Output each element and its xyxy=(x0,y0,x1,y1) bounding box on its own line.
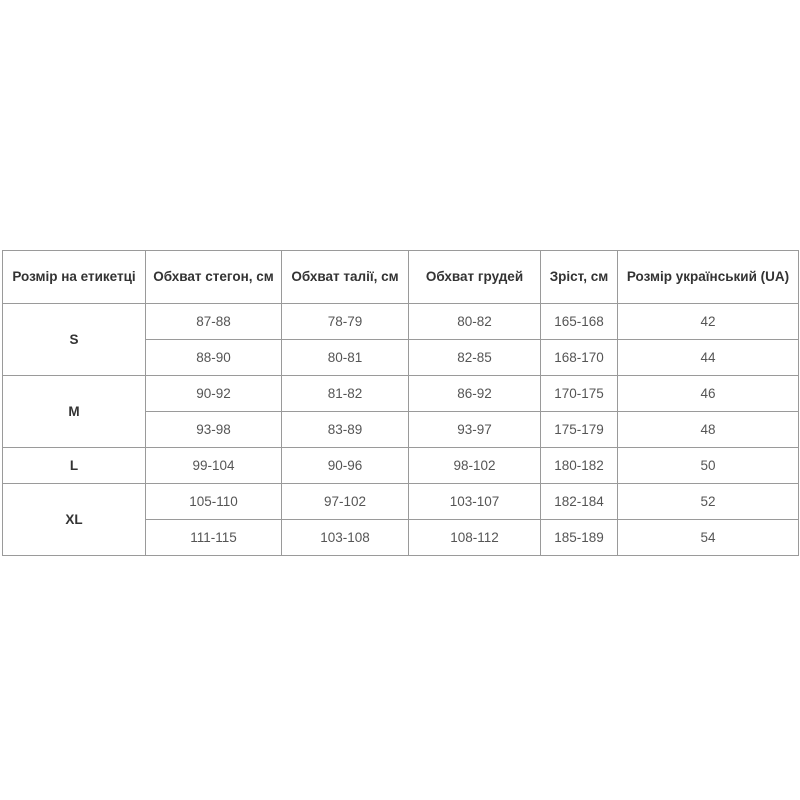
table-cell: 86-92 xyxy=(408,375,541,412)
table-cell: 175-179 xyxy=(540,411,618,448)
size-chart-table: Розмір на етикетці Обхват стегон, см Обхва… xyxy=(2,250,799,556)
table-cell: 98-102 xyxy=(408,447,541,484)
table-cell: 81-82 xyxy=(281,375,409,412)
table-cell: 103-108 xyxy=(281,519,409,556)
table-cell: 80-81 xyxy=(281,339,409,376)
table-cell: 97-102 xyxy=(281,483,409,520)
table-row: M 90-92 81-82 86-92 170-175 46 xyxy=(2,375,799,448)
header-row: Розмір на етикетці Обхват стегон, см Обхва… xyxy=(2,250,799,304)
table-cell: 170-175 xyxy=(540,375,618,412)
header-chest-girth: Обхват грудей xyxy=(408,250,541,304)
table-row: 111-115 103-108 108-112 185-189 54 xyxy=(3,519,799,556)
table-row: 88-90 80-81 82-85 168-170 44 xyxy=(3,339,799,376)
table-cell: 54 xyxy=(617,519,799,556)
header-ua-size: Розмір український (UA) xyxy=(617,250,799,304)
table-cell: 46 xyxy=(617,375,799,412)
header-label-size: Розмір на етикетці xyxy=(2,250,146,304)
table-cell: 78-79 xyxy=(281,303,409,340)
table-row: 93-98 83-89 93-97 175-179 48 xyxy=(3,411,799,448)
table-row: L 99-104 90-96 98-102 180-182 50 xyxy=(2,447,799,484)
table-cell: 80-82 xyxy=(408,303,541,340)
table-cell: 99-104 xyxy=(145,447,282,484)
table-cell: 108-112 xyxy=(408,519,541,556)
table-cell: 93-98 xyxy=(145,411,282,448)
table-cell: 42 xyxy=(617,303,799,340)
table-cell: 180-182 xyxy=(540,447,618,484)
size-label-cell: L xyxy=(2,447,146,484)
size-label-cell: S xyxy=(2,303,146,376)
table-row: S 87-88 78-79 80-82 165-168 42 xyxy=(2,303,799,376)
table-cell: 93-97 xyxy=(408,411,541,448)
table-cell: 168-170 xyxy=(540,339,618,376)
table-body: S 87-88 78-79 80-82 165-168 42 88-90 80-81 82-85… xyxy=(2,303,799,556)
table-cell: 90-92 xyxy=(145,375,282,412)
table-cell: 82-85 xyxy=(408,339,541,376)
table-cell: 90-96 xyxy=(281,447,409,484)
header-waist-girth: Обхват талії, см xyxy=(281,250,409,304)
header-hip-girth: Обхват стегон, см xyxy=(145,250,282,304)
table-cell: 83-89 xyxy=(281,411,409,448)
table-cell: 50 xyxy=(617,447,799,484)
table-cell: 105-110 xyxy=(145,483,282,520)
table-cell: 87-88 xyxy=(145,303,282,340)
table-cell: 44 xyxy=(617,339,799,376)
header-height: Зріст, см xyxy=(540,250,618,304)
table-cell: 52 xyxy=(617,483,799,520)
table-cell: 88-90 xyxy=(145,339,282,376)
table-cell: 48 xyxy=(617,411,799,448)
table-row: XL 105-110 97-102 103-107 182-184 52 xyxy=(2,483,799,556)
table-cell: 111-115 xyxy=(145,519,282,556)
table-cell: 103-107 xyxy=(408,483,541,520)
table-cell: 185-189 xyxy=(540,519,618,556)
table-cell: 165-168 xyxy=(540,303,618,340)
size-label-cell: M xyxy=(2,375,146,448)
size-label-cell: XL xyxy=(2,483,146,556)
table-cell: 182-184 xyxy=(540,483,618,520)
